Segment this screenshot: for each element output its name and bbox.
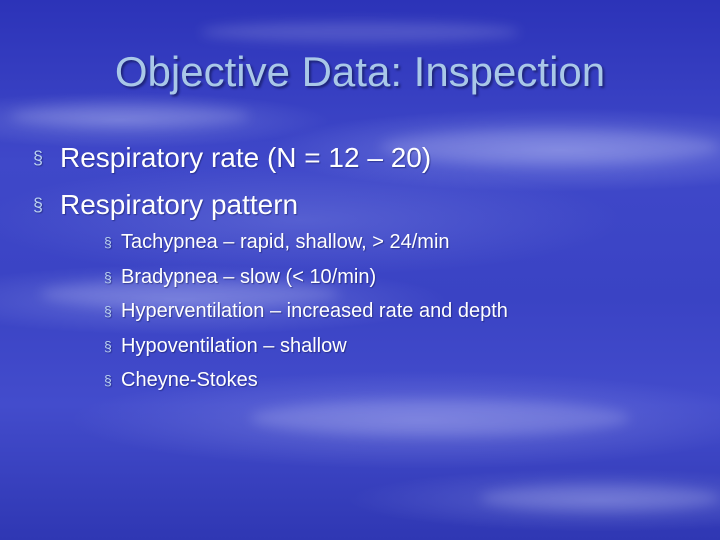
- sub-bullet-item: § Bradypnea – slow (< 10/min): [104, 263, 508, 298]
- sub-bullet-text: Hypoventilation – shallow: [121, 334, 347, 357]
- sub-bullet-item: § Cheyne-Stokes: [104, 366, 508, 401]
- bullet-icon: §: [104, 337, 112, 354]
- bullet-icon: §: [104, 234, 112, 250]
- main-bullet-text: Respiratory pattern: [60, 189, 299, 220]
- bullet-icon: §: [33, 148, 44, 168]
- bullet-icon: §: [33, 195, 44, 215]
- main-bullet-item: § Respiratory rate (N = 12 – 20): [33, 138, 431, 185]
- sub-bullet-item: § Hyperventilation – increased rate and d…: [104, 297, 508, 332]
- sub-bullet-item: § Hypoventilation – shallow: [104, 332, 508, 367]
- bullet-icon: §: [104, 372, 112, 388]
- sub-bullet-item: § Tachypnea – rapid, shallow, > 24/min: [104, 228, 508, 263]
- main-bullet-list: § Respiratory rate (N = 12 – 20) § Respira…: [33, 138, 431, 232]
- main-bullet-text: Respiratory rate (N = 12 – 20): [60, 142, 432, 173]
- slide-title: Objective Data: Inspection: [114, 48, 606, 95]
- bullet-icon: §: [104, 268, 112, 285]
- sub-bullet-list: § Tachypnea – rapid, shallow, > 24/min § B…: [104, 228, 508, 401]
- sub-bullet-text: Tachypnea – rapid, shallow, > 24/min: [121, 231, 450, 253]
- sub-bullet-text: Bradypnea – slow (< 10/min): [121, 265, 377, 288]
- sub-bullet-text: Hyperventilation – increased rate and de…: [121, 300, 508, 322]
- bullet-icon: §: [104, 303, 112, 319]
- sub-bullet-text: Cheyne-Stokes: [121, 369, 258, 391]
- main-bullet-item: § Respiratory pattern: [33, 185, 431, 232]
